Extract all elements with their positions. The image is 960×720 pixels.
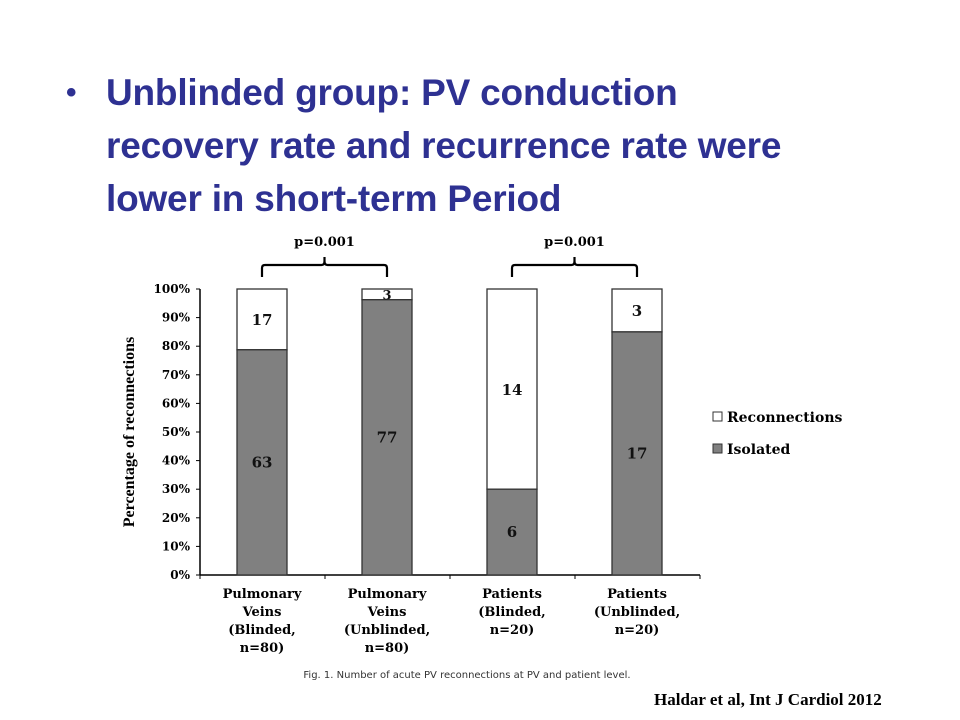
data-label-reconnections: 3 bbox=[632, 302, 642, 320]
data-label-reconnections: 17 bbox=[252, 311, 273, 329]
y-tick-label: 20% bbox=[162, 511, 191, 525]
significance-bracket bbox=[260, 257, 389, 277]
y-tick-label: 70% bbox=[162, 368, 191, 382]
y-tick-label: 80% bbox=[162, 339, 191, 353]
bar-segment-reconnections bbox=[611, 288, 663, 333]
legend-label-reconnections: Reconnections bbox=[727, 410, 842, 426]
title-lines: Unblinded group: PV conduction recovery … bbox=[106, 66, 781, 225]
y-tick-label: 10% bbox=[162, 539, 191, 553]
category-label: Veins bbox=[367, 605, 407, 620]
bar-segment-isolated bbox=[361, 299, 413, 576]
category-label: Patients bbox=[607, 587, 667, 602]
bullet-icon: • bbox=[66, 76, 77, 109]
data-label-isolated: 77 bbox=[377, 428, 398, 446]
data-label-isolated: 63 bbox=[252, 453, 273, 471]
title-line-2: recovery rate and recurrence rate were bbox=[106, 125, 782, 166]
category-label: (Blinded, bbox=[228, 623, 295, 638]
category-label: n=20) bbox=[490, 623, 535, 638]
category-label: (Unblinded, bbox=[594, 605, 680, 620]
category-label: n=20) bbox=[615, 623, 660, 638]
category-label: (Blinded, bbox=[478, 605, 545, 620]
y-tick-label: 60% bbox=[162, 396, 191, 410]
bar-segment-isolated bbox=[486, 488, 538, 576]
slide-title: • Unblinded group: PV conduction recover… bbox=[62, 66, 922, 225]
bar-segment-isolated bbox=[611, 331, 663, 576]
category-label: n=80) bbox=[240, 641, 285, 656]
title-line-3: lower in short-term Period bbox=[106, 178, 562, 219]
legend-swatch-reconnections bbox=[712, 411, 723, 422]
legend-swatch-isolated bbox=[712, 443, 723, 454]
y-tick-label: 40% bbox=[162, 454, 191, 468]
category-label: Patients bbox=[482, 587, 542, 602]
bar-segment-reconnections bbox=[486, 288, 538, 490]
citation: Haldar et al, Int J Cardiol 2012 bbox=[654, 690, 882, 709]
category-label: n=80) bbox=[365, 641, 410, 656]
y-tick-label: 50% bbox=[162, 425, 191, 439]
data-label-isolated: 17 bbox=[627, 444, 648, 462]
data-label-isolated: 6 bbox=[507, 523, 517, 541]
p-value-label: p=0.001 bbox=[544, 235, 605, 250]
p-value-label: p=0.001 bbox=[294, 235, 355, 250]
y-tick-label: 100% bbox=[154, 282, 191, 296]
legend-label-isolated: Isolated bbox=[727, 442, 791, 458]
figure-caption: Fig. 1. Number of acute PV reconnections… bbox=[303, 670, 630, 681]
data-label-reconnections: 14 bbox=[502, 381, 523, 399]
data-label-reconnections: 3 bbox=[382, 288, 391, 303]
y-axis-title: Percentage of reconnections bbox=[121, 337, 138, 527]
y-tick-label: 30% bbox=[162, 482, 191, 496]
y-tick-label: 0% bbox=[170, 568, 190, 582]
y-tick-label: 90% bbox=[162, 311, 191, 325]
category-label: Veins bbox=[242, 605, 282, 620]
category-label: Pulmonary bbox=[223, 587, 302, 602]
significance-bracket bbox=[510, 257, 639, 277]
title-line-1: Unblinded group: PV conduction bbox=[106, 72, 678, 113]
bar-segment-isolated bbox=[236, 349, 288, 576]
category-label: (Unblinded, bbox=[344, 623, 430, 638]
category-label: Pulmonary bbox=[348, 587, 427, 602]
bar-segment-reconnections bbox=[236, 288, 288, 351]
